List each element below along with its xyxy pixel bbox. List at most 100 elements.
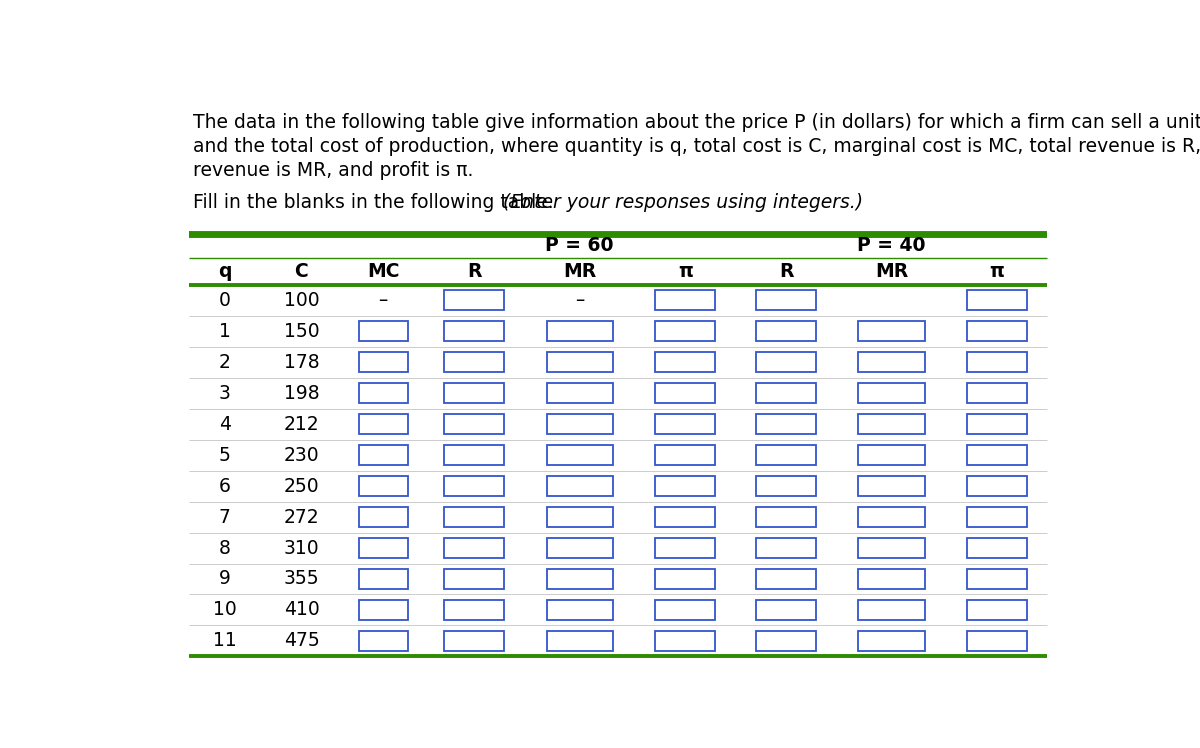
Text: π: π: [990, 262, 1004, 280]
Bar: [858, 352, 925, 372]
Bar: [655, 322, 715, 340]
Text: R: R: [467, 262, 481, 280]
Bar: [444, 384, 504, 402]
Bar: [359, 601, 408, 619]
Text: 310: 310: [283, 539, 319, 557]
Bar: [967, 322, 1027, 340]
Bar: [359, 476, 408, 496]
Bar: [547, 445, 613, 465]
Bar: [967, 601, 1027, 619]
Text: (Enter your responses using integers.): (Enter your responses using integers.): [503, 193, 863, 212]
Bar: [359, 322, 408, 340]
Text: 150: 150: [283, 322, 319, 340]
Bar: [359, 414, 408, 434]
Bar: [444, 414, 504, 434]
Bar: [444, 322, 504, 340]
Text: 198: 198: [283, 384, 319, 402]
Bar: [756, 414, 816, 434]
Bar: [967, 290, 1027, 310]
Bar: [858, 507, 925, 527]
Bar: [655, 476, 715, 496]
Text: 355: 355: [283, 569, 319, 589]
Bar: [547, 569, 613, 589]
Bar: [359, 569, 408, 589]
Bar: [359, 539, 408, 557]
Text: 250: 250: [283, 476, 319, 495]
Bar: [359, 445, 408, 465]
Bar: [444, 507, 504, 527]
Text: 0: 0: [218, 290, 230, 310]
Bar: [547, 476, 613, 496]
Text: –: –: [575, 290, 584, 310]
Text: 7: 7: [218, 507, 230, 527]
Bar: [655, 569, 715, 589]
Bar: [967, 445, 1027, 465]
Bar: [655, 384, 715, 402]
Bar: [444, 569, 504, 589]
Bar: [756, 384, 816, 402]
Text: π: π: [678, 262, 692, 280]
Bar: [655, 414, 715, 434]
Text: 10: 10: [212, 601, 236, 619]
Text: 6: 6: [218, 476, 230, 495]
Text: –: –: [378, 290, 388, 310]
Bar: [547, 384, 613, 402]
Bar: [858, 476, 925, 496]
Bar: [547, 322, 613, 340]
Text: P = 60: P = 60: [546, 236, 614, 255]
Bar: [967, 507, 1027, 527]
Text: R: R: [779, 262, 793, 280]
Bar: [858, 384, 925, 402]
Bar: [444, 290, 504, 310]
Bar: [547, 414, 613, 434]
Bar: [756, 352, 816, 372]
Bar: [756, 290, 816, 310]
Text: 475: 475: [283, 631, 319, 651]
Text: MR: MR: [563, 262, 596, 280]
Bar: [756, 631, 816, 651]
Bar: [655, 445, 715, 465]
Bar: [756, 322, 816, 340]
Text: and the total cost of production, where quantity is q, total cost is C, marginal: and the total cost of production, where …: [193, 137, 1200, 156]
Text: 9: 9: [218, 569, 230, 589]
Bar: [655, 352, 715, 372]
Bar: [547, 539, 613, 557]
Text: 1: 1: [218, 322, 230, 340]
Text: 4: 4: [218, 414, 230, 434]
Bar: [967, 352, 1027, 372]
Bar: [359, 631, 408, 651]
Bar: [858, 569, 925, 589]
Bar: [756, 507, 816, 527]
Text: 178: 178: [283, 352, 319, 372]
Bar: [444, 445, 504, 465]
Bar: [444, 476, 504, 496]
Text: 8: 8: [218, 539, 230, 557]
Text: 212: 212: [283, 414, 319, 434]
Bar: [359, 384, 408, 402]
Text: 230: 230: [283, 446, 319, 465]
Bar: [756, 476, 816, 496]
Bar: [756, 569, 816, 589]
Bar: [547, 601, 613, 619]
Bar: [547, 507, 613, 527]
Text: Fill in the blanks in the following table.: Fill in the blanks in the following tabl…: [193, 193, 559, 212]
Bar: [967, 631, 1027, 651]
Bar: [858, 631, 925, 651]
Text: 100: 100: [283, 290, 319, 310]
Text: revenue is MR, and profit is π.: revenue is MR, and profit is π.: [193, 161, 473, 180]
Bar: [444, 601, 504, 619]
Bar: [655, 539, 715, 557]
Bar: [967, 476, 1027, 496]
Bar: [967, 384, 1027, 402]
Bar: [655, 290, 715, 310]
Bar: [858, 539, 925, 557]
Bar: [655, 601, 715, 619]
Bar: [756, 601, 816, 619]
Bar: [967, 569, 1027, 589]
Text: C: C: [295, 262, 308, 280]
Bar: [444, 631, 504, 651]
Text: 5: 5: [218, 446, 230, 465]
Text: MR: MR: [875, 262, 908, 280]
Text: P = 40: P = 40: [857, 236, 925, 255]
Bar: [858, 445, 925, 465]
